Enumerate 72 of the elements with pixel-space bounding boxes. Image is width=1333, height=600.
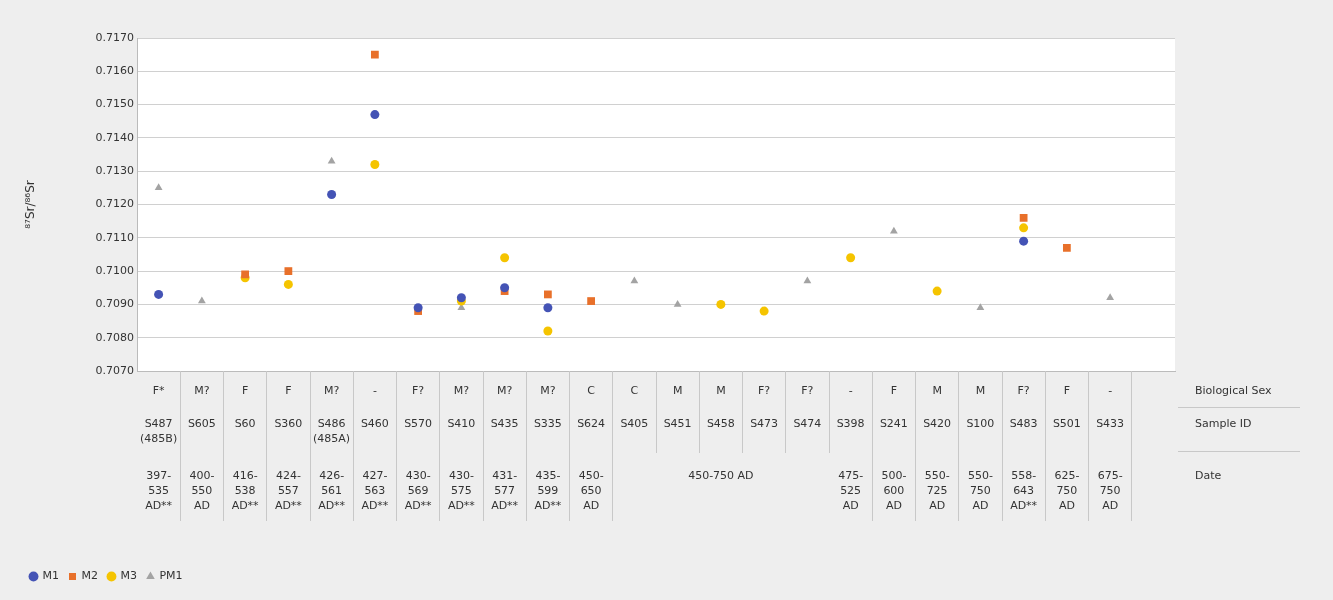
y-tick-label: 0.7110 [95, 230, 134, 244]
point [976, 303, 985, 310]
point [673, 299, 682, 307]
point [370, 50, 379, 59]
legend-label: PM1 [159, 569, 183, 583]
point [154, 289, 164, 299]
category-label: F S360 424-557 AD** [274, 384, 303, 512]
y-tick-label: 0.7130 [95, 164, 134, 178]
point [283, 279, 293, 289]
category-label: C S624 450-650 AD [577, 384, 606, 512]
category-label: F? S474 [793, 384, 822, 430]
text: Sample ID [1195, 416, 1252, 431]
point [932, 286, 942, 296]
y-tick-label: 0.7150 [95, 97, 134, 111]
category-label: F? S473 [750, 384, 779, 430]
point [197, 296, 206, 304]
point [543, 326, 553, 336]
category-label: M? S486 (485A) 426-561 AD** [313, 384, 351, 512]
point [759, 306, 769, 316]
point [500, 253, 510, 263]
category-label: F* S487 (485B) 397-535 AD** [140, 384, 178, 512]
category-label: M S451 [663, 384, 692, 430]
category-label: M? S335 435-599 AD** [533, 384, 562, 512]
legend-label: M2 [81, 569, 98, 583]
legend-label: M3 [120, 569, 137, 583]
category-label: F S241 500-600 AD [879, 384, 908, 512]
point [370, 110, 380, 120]
category-label: F S60 416-538 AD** [231, 384, 259, 512]
y-axis-title: ⁸⁷Sr/⁸⁶Sr [23, 180, 38, 229]
point [716, 299, 726, 309]
category-label: - S433 675-750 AD [1096, 384, 1125, 512]
category-label: F S501 625-750 AD [1052, 384, 1081, 512]
point [1019, 223, 1029, 233]
point [543, 303, 553, 313]
y-tick-label: 0.7160 [95, 64, 134, 78]
y-tick-label: 0.7100 [95, 263, 134, 277]
point [284, 267, 293, 275]
category-label: M? S605 400-550 AD [187, 384, 216, 512]
category-label: M S458 [706, 384, 735, 430]
category-label: - S460 427-563 AD** [360, 384, 389, 512]
y-tick-label: 0.7070 [95, 363, 134, 377]
text: Date [1195, 468, 1222, 483]
point [1019, 236, 1029, 246]
category-label: F? S483 558-643 AD** [1009, 384, 1038, 512]
point [587, 297, 596, 305]
category-label: C S405 [620, 384, 649, 430]
y-tick-label: 0.7140 [95, 130, 134, 144]
point [1019, 213, 1028, 222]
point [413, 303, 423, 313]
point [543, 290, 552, 299]
category-label: M? S435 431-577 AD** [490, 384, 519, 512]
point [1106, 293, 1115, 300]
y-tick-label: 0.7080 [95, 330, 134, 344]
point [154, 183, 163, 191]
text: Biological Sex [1195, 383, 1272, 398]
category-label: M S420 550-725 AD [923, 384, 952, 512]
point [846, 253, 856, 263]
text: 450-750 AD [687, 468, 755, 483]
y-tick-label: 0.7090 [95, 297, 134, 311]
category-label: F? S570 430-569 AD** [404, 384, 433, 512]
point [889, 226, 898, 234]
point [327, 190, 337, 200]
category-label: - S398 475-525 AD [836, 384, 865, 512]
point [1062, 243, 1071, 252]
category-label: M S100 550-750 AD [966, 384, 995, 512]
point [370, 160, 380, 170]
legend-label: M1 [42, 569, 59, 583]
y-tick-label: 0.7170 [95, 30, 134, 44]
y-tick-label: 0.7120 [95, 197, 134, 211]
category-label: M? S410 430-575 AD** [447, 384, 476, 512]
point [241, 270, 250, 279]
point [500, 283, 510, 293]
